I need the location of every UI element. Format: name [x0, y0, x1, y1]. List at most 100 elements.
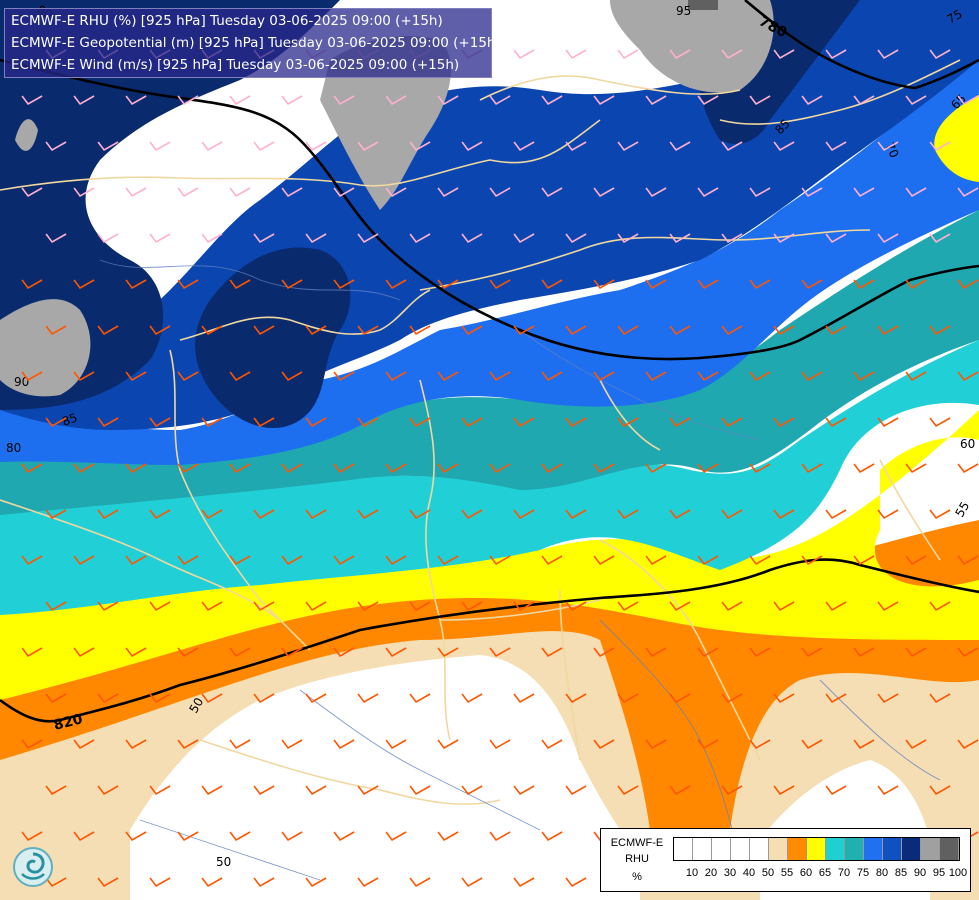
- wind-barb: [565, 417, 587, 428]
- wind-barb: [905, 187, 927, 198]
- wind-barb: [565, 49, 587, 60]
- legend-swatch: [693, 838, 712, 860]
- title-geopotential: ECMWF-E Geopotential (m) [925 hPa] Tuesd…: [11, 35, 501, 51]
- wind-barb: [437, 463, 459, 474]
- wind-barb: [593, 95, 615, 106]
- wind-barb: [97, 785, 119, 796]
- wind-barb: [333, 463, 355, 474]
- wind-barb: [801, 279, 823, 290]
- wind-barb: [201, 509, 223, 520]
- wind-barb: [645, 555, 667, 566]
- wind-barb: [825, 509, 847, 520]
- wind-barb: [125, 555, 147, 566]
- wind-barb: [957, 187, 979, 198]
- wind-barb: [565, 785, 587, 796]
- wind-barb: [773, 509, 795, 520]
- wind-barb: [905, 95, 927, 106]
- rh-zone-90-central: [195, 247, 351, 429]
- label-rh-90: 90: [14, 375, 29, 389]
- wind-barb: [229, 187, 251, 198]
- wind-barb: [177, 831, 199, 842]
- wind-barb: [461, 325, 483, 336]
- wind-barb: [385, 187, 407, 198]
- wind-barb: [489, 739, 511, 750]
- wind-barb: [513, 141, 535, 152]
- wind-barb: [489, 647, 511, 658]
- legend-variable: RHU: [625, 853, 649, 865]
- wind-barb: [645, 463, 667, 474]
- wind-barb: [281, 371, 303, 382]
- wind-barb: [721, 325, 743, 336]
- wind-barb: [385, 371, 407, 382]
- wind-barb: [697, 371, 719, 382]
- wind-barb: [357, 141, 379, 152]
- legend-swatch: [807, 838, 826, 860]
- wind-barb: [565, 509, 587, 520]
- wind-barb: [877, 325, 899, 336]
- wind-barb: [853, 555, 875, 566]
- wind-barb: [669, 601, 691, 612]
- wind-barb: [801, 739, 823, 750]
- wind-barb: [877, 49, 899, 60]
- wind-barb: [697, 95, 719, 106]
- wind-barb: [21, 187, 43, 198]
- wind-barb: [305, 509, 327, 520]
- wind-barb: [697, 463, 719, 474]
- wind-barb: [357, 693, 379, 704]
- wind-barb: [773, 49, 795, 60]
- wind-barb: [801, 95, 823, 106]
- legend-swatch: [826, 838, 845, 860]
- wind-barb: [21, 463, 43, 474]
- wind-barb: [669, 233, 691, 244]
- wind-barb: [125, 371, 147, 382]
- wind-barb: [201, 325, 223, 336]
- wind-barb: [333, 371, 355, 382]
- wind-barb: [489, 95, 511, 106]
- wind-barb: [617, 693, 639, 704]
- wind-barb: [409, 325, 431, 336]
- legend-model: ECMWF-E: [610, 837, 664, 849]
- wind-barb: [461, 417, 483, 428]
- wind-barb: [385, 831, 407, 842]
- wind-barb: [905, 279, 927, 290]
- wind-barb: [385, 463, 407, 474]
- wind-barb: [357, 785, 379, 796]
- wind-barb: [617, 233, 639, 244]
- wind-barb: [21, 371, 43, 382]
- wind-barb: [877, 417, 899, 428]
- wind-barb: [773, 785, 795, 796]
- wind-barb: [513, 509, 535, 520]
- wind-barb: [125, 647, 147, 658]
- wind-barb: [177, 95, 199, 106]
- wind-barb: [801, 187, 823, 198]
- wind-barb: [929, 785, 951, 796]
- wind-barb: [281, 463, 303, 474]
- wind-barb: [437, 555, 459, 566]
- wind-barb: [825, 325, 847, 336]
- wind-barb: [305, 417, 327, 428]
- wind-barb: [45, 601, 67, 612]
- wind-barb: [437, 279, 459, 290]
- wind-barb: [21, 647, 43, 658]
- label-rh-70: 70: [882, 140, 901, 160]
- wind-barb: [489, 831, 511, 842]
- legend-swatch: [769, 838, 788, 860]
- wind-barb: [721, 509, 743, 520]
- wind-barb: [409, 233, 431, 244]
- wind-barb: [149, 509, 171, 520]
- wind-barb: [97, 141, 119, 152]
- wind-barb: [593, 555, 615, 566]
- wind-barb: [617, 601, 639, 612]
- wind-barb: [333, 831, 355, 842]
- label-rh-60: 60: [960, 437, 975, 451]
- wind-barb: [645, 371, 667, 382]
- wind-barb: [281, 647, 303, 658]
- wind-barb: [853, 279, 875, 290]
- wind-barb: [565, 141, 587, 152]
- wind-barb: [929, 141, 951, 152]
- wind-barb: [513, 417, 535, 428]
- wind-barb: [125, 279, 147, 290]
- wind-barb: [617, 49, 639, 60]
- wind-barb: [929, 601, 951, 612]
- rh-zone-65: [0, 410, 979, 700]
